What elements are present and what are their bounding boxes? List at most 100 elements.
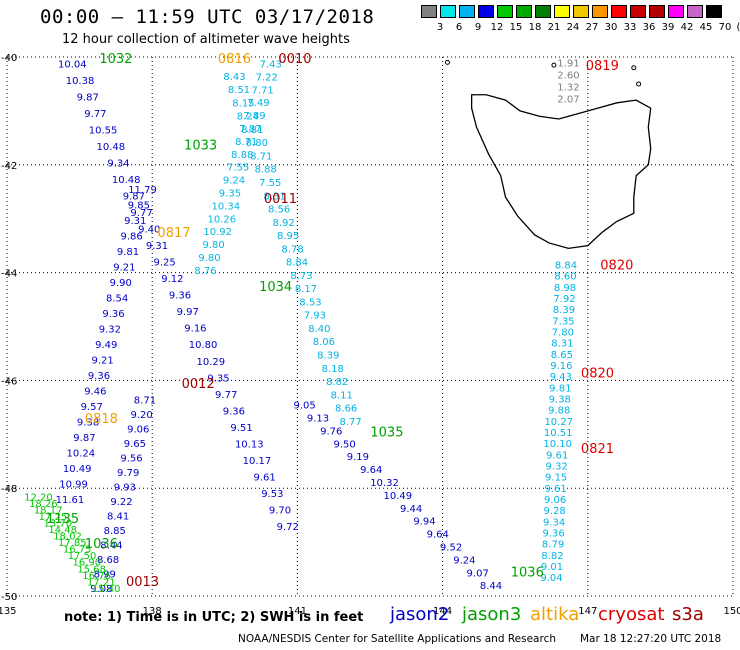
y-tick-label: -46 bbox=[1, 376, 17, 387]
wave-height-value: 9.80 bbox=[202, 240, 224, 251]
wave-height-value: 8.31 bbox=[551, 339, 573, 350]
wave-height-value: 8.24 bbox=[237, 112, 259, 123]
legend-cryosat: cryosat bbox=[598, 604, 665, 625]
color-swatch bbox=[459, 5, 475, 18]
wave-height-value: 9.64 bbox=[427, 530, 449, 541]
x-tick-label: 144 bbox=[433, 606, 452, 617]
color-scale-label: 30 bbox=[604, 22, 618, 33]
wave-height-value: 9.70 bbox=[269, 505, 291, 516]
wave-height-value: 8.11 bbox=[331, 390, 353, 401]
pass-time-label: 0011 bbox=[264, 192, 297, 207]
wave-height-value: 9.94 bbox=[413, 517, 435, 528]
wave-height-value: 9.22 bbox=[110, 497, 132, 508]
wave-height-value: 17.21 bbox=[87, 577, 116, 588]
wave-height-value: 10.92 bbox=[203, 227, 232, 238]
wave-height-value: 9.35 bbox=[207, 373, 229, 384]
wave-height-value: 9.85 bbox=[128, 201, 150, 212]
wave-height-value: 9.86 bbox=[120, 232, 142, 243]
wave-height-value: 9.57 bbox=[81, 402, 103, 413]
wave-height-value: 9.36 bbox=[88, 371, 110, 382]
wave-height-value: 8.82 bbox=[326, 377, 348, 388]
wave-height-value: 8.39 bbox=[553, 305, 575, 316]
wave-height-value: 8.73 bbox=[290, 271, 312, 282]
y-tick-label: -40 bbox=[1, 53, 17, 64]
wave-height-value: 7.92 bbox=[553, 294, 575, 305]
wave-height-value: 9.87 bbox=[123, 192, 145, 203]
wave-height-value: 9.90 bbox=[110, 278, 132, 289]
wave-height-value: 8.71 bbox=[134, 395, 156, 406]
wave-height-value: 9.21 bbox=[91, 356, 113, 367]
color-swatch bbox=[687, 5, 703, 18]
wave-height-value: 9.34 bbox=[107, 159, 129, 170]
wave-height-value: 17.25 bbox=[39, 512, 68, 523]
island-outline bbox=[444, 59, 450, 65]
wave-height-value: 11.61 bbox=[56, 495, 85, 506]
wave-height-value: 8.81 bbox=[241, 125, 263, 136]
generation-timestamp: Mar 18 12:27:20 UTC 2018 bbox=[580, 633, 722, 645]
pass-time-label: 0818 bbox=[85, 412, 118, 427]
pass-time-label: 1135 bbox=[46, 512, 79, 527]
wave-height-value: 9.52 bbox=[440, 543, 462, 554]
wave-height-value: 9.46 bbox=[84, 387, 106, 398]
wave-height-value: 9.19 bbox=[347, 452, 369, 463]
wave-height-value: 8.53 bbox=[299, 297, 321, 308]
wave-height-value: 9.31 bbox=[124, 216, 146, 227]
wave-height-value: 9.77 bbox=[84, 109, 106, 120]
wave-height-value: 8.99 bbox=[94, 569, 116, 580]
color-scale-label: 27 bbox=[585, 22, 599, 33]
legend-jason2: jason2 bbox=[390, 604, 450, 625]
color-scale-label: 9 bbox=[474, 22, 482, 33]
y-tick-label: -44 bbox=[1, 269, 17, 280]
wave-height-value: 7.71 bbox=[251, 85, 273, 96]
color-swatch bbox=[649, 5, 665, 18]
color-scale-label: 12 bbox=[490, 22, 504, 33]
wave-height-value: 8.77 bbox=[340, 417, 362, 428]
wave-height-value: 9.06 bbox=[544, 495, 566, 506]
wave-height-value: 9.16 bbox=[184, 324, 206, 335]
wave-height-value: 8.60 bbox=[554, 272, 576, 283]
wave-height-value: 9.81 bbox=[117, 247, 139, 258]
footnote: note: 1) Time is in UTC; 2) SWH is in fe… bbox=[64, 610, 364, 625]
color-scale-label: 6 bbox=[455, 22, 463, 33]
wave-height-value: 9.25 bbox=[154, 258, 176, 269]
color-swatch bbox=[535, 5, 551, 18]
wave-height-value: 9.04 bbox=[540, 573, 562, 584]
wave-height-value: 8.56 bbox=[268, 205, 290, 216]
wave-height-value: 9.61 bbox=[546, 450, 568, 461]
wave-height-value: 10.48 bbox=[112, 175, 141, 186]
pass-time-label: 0010 bbox=[278, 52, 311, 67]
x-tick-label: 138 bbox=[143, 606, 162, 617]
wave-height-value: 9.36 bbox=[102, 309, 124, 320]
color-scale-label: 18 bbox=[528, 22, 542, 33]
wave-height-value: 9.32 bbox=[99, 325, 121, 336]
wave-height-value: 18.02 bbox=[53, 532, 82, 543]
wave-height-value: 10.34 bbox=[212, 201, 241, 212]
color-swatch bbox=[611, 5, 627, 18]
wave-height-value: 8.98 bbox=[554, 283, 576, 294]
color-scale-label: 39 bbox=[661, 22, 675, 33]
legend-altika: altika bbox=[530, 604, 580, 625]
wave-height-value: 9.12 bbox=[161, 274, 183, 285]
wave-height-value: 10.26 bbox=[207, 214, 236, 225]
wave-height-value: 8.66 bbox=[335, 404, 357, 415]
wave-height-value: 10.13 bbox=[235, 439, 264, 450]
wave-height-value: 8.95 bbox=[277, 231, 299, 242]
wave-height-value: 9.16 bbox=[550, 361, 572, 372]
wave-height-value: 8.71 bbox=[250, 151, 272, 162]
wave-height-value: 7.43 bbox=[260, 59, 282, 70]
color-scale-unit: (ft) bbox=[736, 22, 740, 33]
wave-height-value: 9.36 bbox=[169, 291, 191, 302]
chart-subtitle: 12 hour collection of altimeter wave hei… bbox=[62, 32, 350, 47]
wave-height-value: 8.68 bbox=[97, 555, 119, 566]
wave-height-value: 9.28 bbox=[543, 506, 565, 517]
wave-height-value: 9.40 bbox=[138, 225, 160, 236]
wave-height-value: 10.24 bbox=[66, 448, 95, 459]
color-scale-label: 42 bbox=[680, 22, 694, 33]
wave-height-value: 8.44 bbox=[100, 540, 122, 551]
pass-time-label: 1036 bbox=[511, 566, 544, 581]
color-scale-label: 45 bbox=[699, 22, 713, 33]
wave-height-value: 9.80 bbox=[198, 253, 220, 264]
wave-height-value: 8.71 bbox=[235, 137, 257, 148]
wave-height-value: 8.76 bbox=[194, 266, 216, 277]
wave-height-value: 8.41 bbox=[107, 511, 129, 522]
